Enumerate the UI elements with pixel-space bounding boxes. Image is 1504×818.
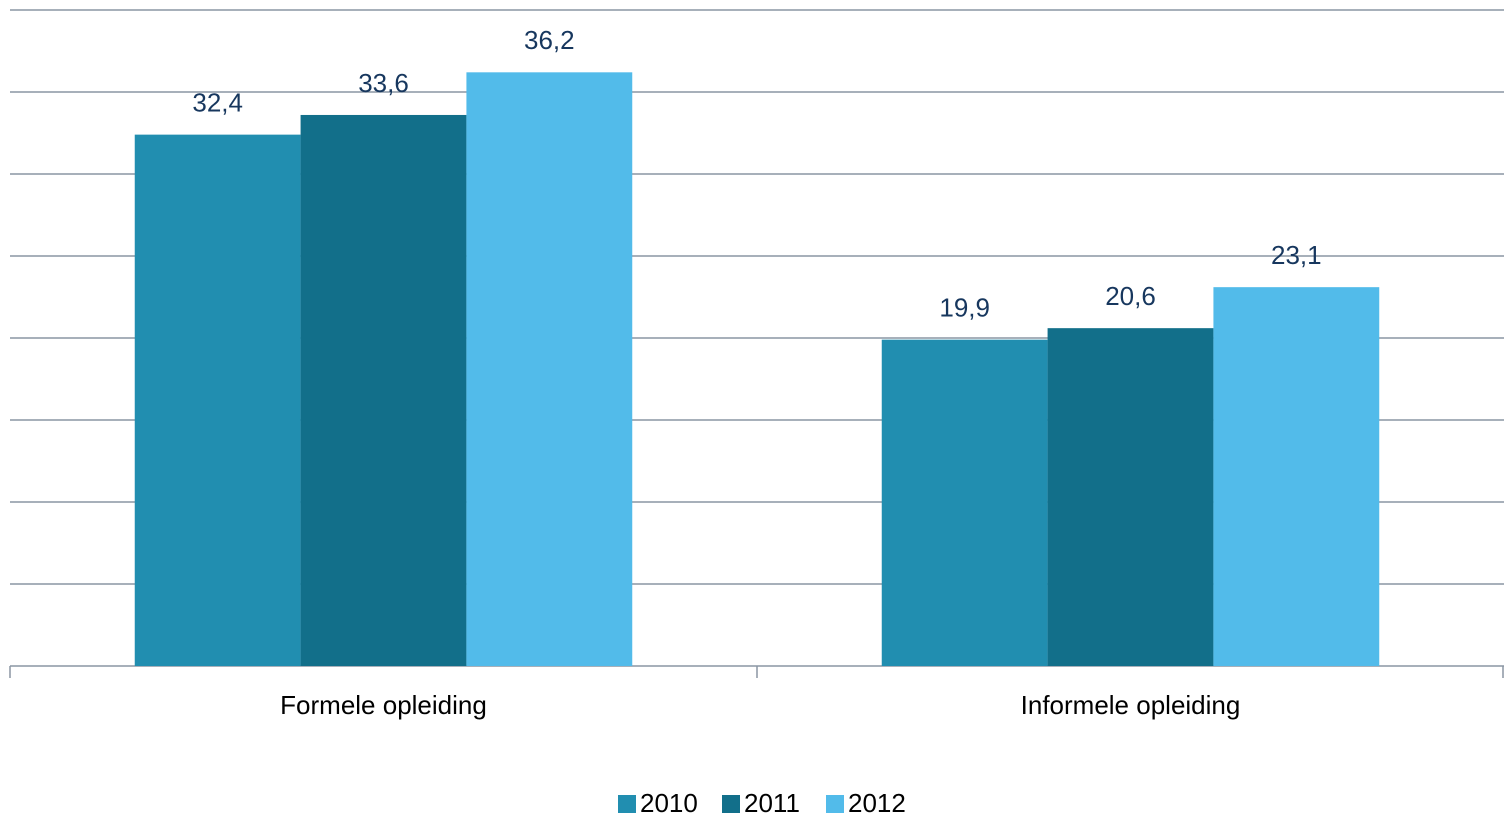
legend-swatch <box>618 795 636 813</box>
x-tick-label: Informele opleiding <box>1021 690 1241 720</box>
bar <box>1047 328 1214 666</box>
legend-label: 2011 <box>744 788 800 818</box>
bar <box>881 339 1048 666</box>
value-label: 36,2 <box>524 25 575 55</box>
legend-label: 2012 <box>848 788 906 818</box>
bar <box>300 114 467 666</box>
bar <box>466 72 633 666</box>
value-label: 32,4 <box>192 88 243 118</box>
value-label: 19,9 <box>939 293 990 323</box>
legend-label: 2010 <box>640 788 698 818</box>
legend-swatch <box>722 795 740 813</box>
value-label: 33,6 <box>358 68 409 98</box>
value-label: 20,6 <box>1105 281 1156 311</box>
value-label: 23,1 <box>1271 240 1322 270</box>
legend-swatch <box>826 795 844 813</box>
bar <box>134 134 301 666</box>
bar <box>1213 287 1380 666</box>
x-tick-label: Formele opleiding <box>280 690 487 720</box>
